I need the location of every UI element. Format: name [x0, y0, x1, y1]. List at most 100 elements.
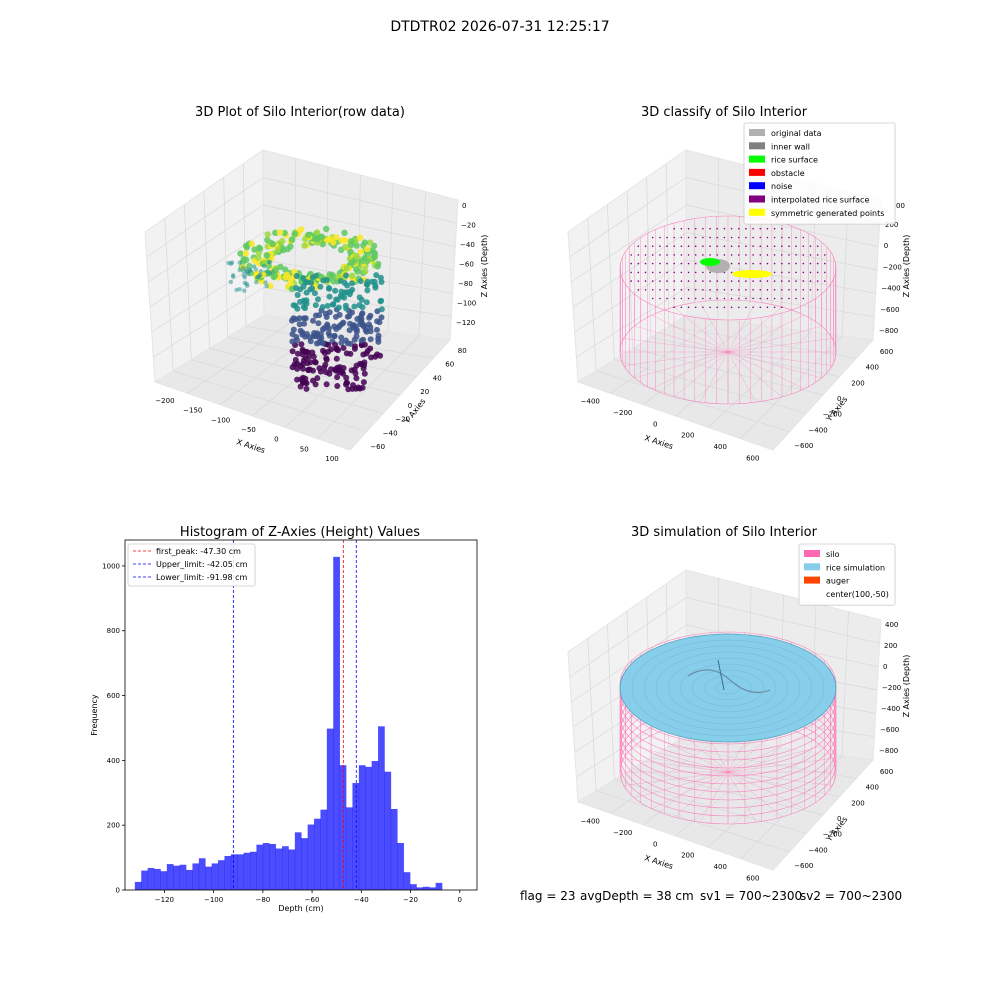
interpolated-point — [709, 245, 711, 247]
interpolated-point — [716, 306, 718, 309]
interpolated-point — [788, 262, 790, 265]
scatter-point — [242, 250, 250, 257]
interpolated-point — [759, 306, 762, 309]
scatter-point — [300, 348, 307, 355]
histogram-bar — [256, 844, 264, 890]
interpolated-point — [781, 289, 783, 291]
raw-3d-title: 3D Plot of Silo Interior(row data) — [195, 105, 405, 120]
scatter-point — [349, 286, 356, 293]
interpolated-point — [752, 227, 754, 230]
scatter-point — [303, 385, 310, 392]
raw-3d-xlabel: X Axies — [235, 437, 266, 455]
interpolated-point — [824, 280, 826, 282]
histogram-bar — [435, 882, 443, 890]
interpolated-point — [709, 280, 711, 282]
interpolated-point — [723, 227, 726, 230]
interpolated-point — [752, 262, 754, 265]
interpolated-point — [687, 227, 690, 230]
scatter-point — [351, 336, 358, 343]
interpolated-point — [781, 254, 783, 256]
rice-surface-contour — [691, 669, 765, 707]
y-tick-label: 0 — [837, 395, 841, 403]
scatter-point — [371, 253, 378, 261]
interpolated-point — [773, 245, 776, 247]
scatter-point — [269, 240, 277, 248]
simulation-3d-rice-surface — [619, 633, 837, 743]
interpolated-point — [816, 245, 819, 247]
interpolated-point — [788, 236, 790, 239]
interpolated-point — [773, 254, 776, 256]
z-tick-label: −600 — [880, 726, 899, 734]
interpolated-point — [745, 227, 747, 230]
scatter-point — [341, 229, 348, 236]
scatter-point — [231, 274, 236, 279]
scatter-point — [255, 249, 263, 256]
interpolated-point — [759, 262, 762, 265]
interpolated-point — [637, 245, 640, 247]
scatter-point — [275, 246, 282, 253]
classify-3d-points — [630, 227, 826, 309]
interpolated-point — [738, 262, 740, 265]
x-tick-label: −120 — [155, 896, 174, 904]
z-tick-label: −20 — [461, 222, 476, 230]
interpolated-point — [680, 297, 683, 300]
x-tick-label: −100 — [204, 896, 223, 904]
scatter-point — [338, 334, 345, 341]
interpolated-point — [637, 254, 640, 256]
y-tick-label: 40 — [433, 374, 442, 382]
scatter-point — [357, 248, 365, 255]
scatter-point — [289, 364, 296, 371]
scatter-point — [290, 326, 297, 333]
x-tick-label: 0 — [274, 436, 278, 444]
histogram-bar — [333, 556, 340, 890]
interpolated-point — [730, 297, 733, 300]
interpolated-point — [680, 227, 683, 230]
interpolated-point — [809, 289, 812, 291]
interpolated-point — [752, 245, 754, 247]
interpolated-point — [773, 289, 776, 291]
x-tick-label: 200 — [681, 432, 694, 440]
silo-floor-spoke — [727, 745, 822, 773]
interpolated-point — [659, 245, 661, 247]
histogram-bar — [198, 858, 206, 890]
interpolated-point — [630, 262, 632, 265]
legend-frame — [743, 122, 896, 225]
z-tick-label: −800 — [879, 327, 898, 335]
x-tick-label: −200 — [155, 397, 174, 405]
scatter-point — [360, 379, 367, 386]
silo-floor-spoke — [699, 351, 729, 403]
scatter-point — [293, 273, 300, 279]
scatter-point — [344, 313, 351, 320]
interpolated-point — [781, 297, 783, 300]
y-tick-label: 200 — [851, 799, 864, 807]
interpolated-point — [752, 297, 754, 300]
interpolated-point — [766, 306, 769, 309]
scatter-point — [281, 229, 288, 237]
scatter-point — [319, 241, 326, 248]
scatter-point — [348, 238, 355, 245]
auger-marker — [717, 659, 725, 691]
interpolated-point — [730, 306, 733, 309]
rice-surface-contour — [679, 663, 777, 713]
histogram-bar — [275, 848, 283, 890]
interpolated-point — [680, 262, 683, 265]
interpolated-point — [694, 245, 697, 247]
scatter-point — [362, 327, 369, 334]
silo-floor-spoke — [623, 758, 729, 773]
scatter-point — [352, 343, 358, 350]
scatter-point — [363, 299, 370, 306]
histogram-bar — [422, 886, 430, 890]
interpolated-point — [666, 297, 668, 300]
histogram-bar — [262, 843, 270, 890]
interpolated-point — [738, 254, 740, 256]
scatter-point — [349, 385, 356, 392]
scatter-point — [314, 236, 321, 243]
y-tick-label: −600 — [794, 442, 813, 450]
panel-simulation-3d: 3D simulation of Silo Interior −400 −200 0… — [567, 525, 911, 882]
histogram-bar — [346, 807, 353, 890]
interpolated-point — [673, 262, 675, 265]
y-tick-label: 400 — [107, 757, 120, 765]
interpolated-point — [694, 289, 697, 291]
histogram-ylabel: Frequency — [90, 694, 99, 736]
scatter-point — [349, 309, 355, 316]
